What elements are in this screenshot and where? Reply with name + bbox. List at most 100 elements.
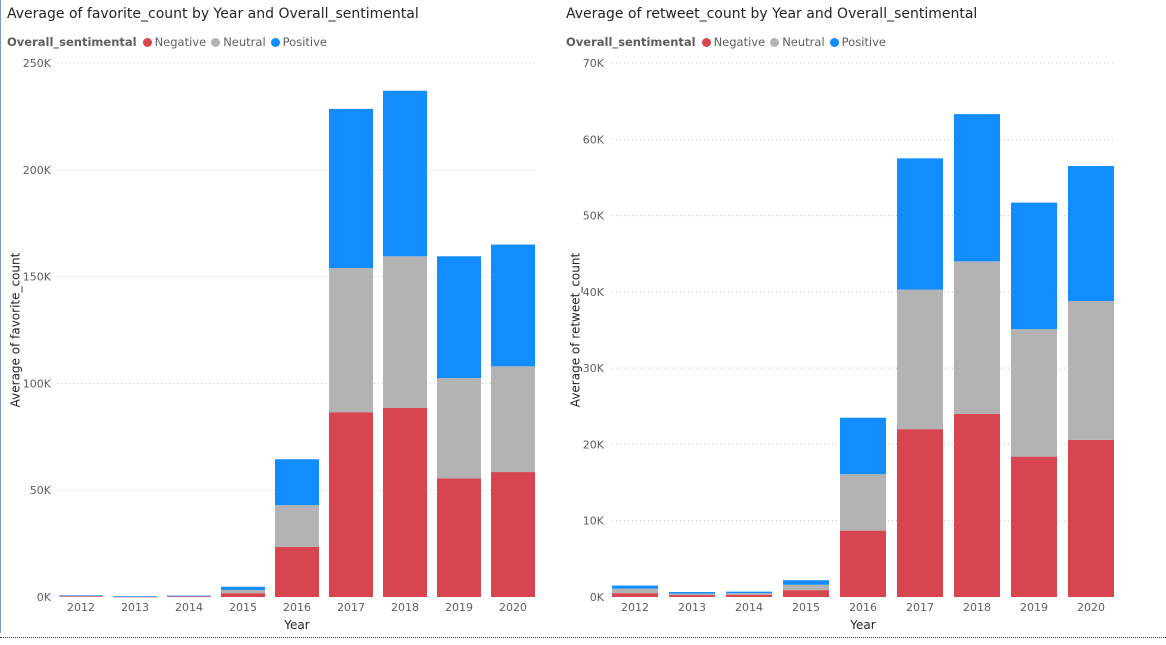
legend-item-positive[interactable]: Positive [829, 35, 886, 49]
y-tick-label: 0K [37, 591, 52, 604]
y-tick-label: 0K [590, 591, 605, 604]
bar-positive[interactable] [726, 591, 772, 594]
bar-negative[interactable] [612, 593, 658, 597]
neutral-dot-icon [770, 37, 780, 47]
bar-neutral[interactable] [669, 593, 715, 596]
bar-negative[interactable] [840, 530, 886, 597]
legend-item-negative[interactable]: Negative [701, 35, 766, 49]
bar-neutral[interactable] [167, 595, 211, 597]
bar-positive[interactable] [329, 108, 373, 269]
bar-positive[interactable] [612, 585, 658, 589]
bar-negative[interactable] [491, 472, 535, 597]
bar-positive[interactable] [783, 580, 829, 585]
legend-title: Overall_sentimental [566, 35, 696, 49]
x-tick-label: 2020 [499, 601, 527, 614]
x-tick-label: 2016 [849, 601, 877, 614]
bar-positive[interactable] [275, 459, 319, 506]
bar-positive[interactable] [59, 595, 103, 596]
y-tick-label: 50K [583, 210, 605, 223]
bar-neutral[interactable] [840, 474, 886, 531]
legend-label: Neutral [223, 35, 266, 49]
bar-neutral[interactable] [1068, 301, 1114, 440]
retweet-count-chart-panel[interactable]: Average of retweet_count by Year and Ove… [560, 0, 1164, 636]
bar-positive[interactable] [840, 417, 886, 475]
chart-title: Average of favorite_count by Year and Ov… [7, 6, 419, 22]
bar-neutral[interactable] [59, 595, 103, 597]
legend-label: Negative [713, 35, 766, 49]
bar-positive[interactable] [954, 114, 1000, 262]
bar-positive[interactable] [669, 592, 715, 594]
bar-negative[interactable] [113, 596, 157, 598]
bar-neutral[interactable] [329, 268, 373, 413]
bar-negative[interactable] [221, 593, 265, 597]
bar-positive[interactable] [897, 158, 943, 290]
bar-neutral[interactable] [383, 256, 427, 408]
x-tick-label: 2017 [337, 601, 365, 614]
legend-title: Overall_sentimental [7, 35, 137, 49]
bar-neutral[interactable] [783, 584, 829, 591]
legend-item-neutral[interactable]: Neutral [211, 35, 266, 49]
bar-neutral[interactable] [897, 289, 943, 430]
x-tick-label: 2019 [1020, 601, 1048, 614]
bar-negative[interactable] [275, 546, 319, 597]
legend-label: Positive [841, 35, 886, 49]
bar-negative[interactable] [783, 590, 829, 597]
chart-legend: Overall_sentimental Negative Neutral Pos… [7, 35, 332, 49]
bar-neutral[interactable] [491, 366, 535, 473]
bar-positive[interactable] [383, 90, 427, 257]
x-tick-label: 2019 [445, 601, 473, 614]
legend-label: Negative [154, 35, 207, 49]
page-bottom-border [0, 637, 1166, 638]
legend-item-positive[interactable]: Positive [270, 35, 327, 49]
bar-negative[interactable] [669, 595, 715, 597]
x-tick-label: 2014 [175, 601, 203, 614]
bar-neutral[interactable] [954, 261, 1000, 414]
positive-dot-icon [270, 37, 280, 47]
x-tick-label: 2018 [963, 601, 991, 614]
legend-item-negative[interactable]: Negative [142, 35, 207, 49]
bar-negative[interactable] [897, 429, 943, 597]
y-tick-label: 150K [23, 271, 52, 284]
x-tick-label: 2014 [735, 601, 763, 614]
bar-neutral[interactable] [437, 378, 481, 479]
y-tick-label: 70K [583, 57, 605, 70]
bar-positive[interactable] [221, 586, 265, 590]
bar-neutral[interactable] [1011, 329, 1057, 457]
bar-negative[interactable] [954, 413, 1000, 597]
bar-negative[interactable] [59, 596, 103, 597]
x-tick-label: 2015 [229, 601, 257, 614]
legend-label: Positive [282, 35, 327, 49]
bar-negative[interactable] [1011, 456, 1057, 597]
bar-neutral[interactable] [726, 593, 772, 595]
retweet-count-plot: 0K 10K 20K 30K 40K 50K 60K 70K 2012 2013 2014 2015 2… [569, 57, 1114, 632]
bar-negative[interactable] [1068, 439, 1114, 597]
x-tick-label: 2016 [283, 601, 311, 614]
legend-label: Neutral [782, 35, 825, 49]
bar-neutral[interactable] [275, 505, 319, 547]
bar-negative[interactable] [726, 594, 772, 597]
bar-neutral[interactable] [221, 589, 265, 594]
bar-negative[interactable] [437, 478, 481, 597]
chart-title: Average of retweet_count by Year and Ove… [566, 6, 978, 22]
bar-positive[interactable] [113, 596, 157, 597]
bar-positive[interactable] [437, 256, 481, 379]
y-axis-title: Average of retweet_count [569, 253, 583, 408]
legend-item-neutral[interactable]: Neutral [770, 35, 825, 49]
bar-positive[interactable] [491, 244, 535, 367]
bar-negative[interactable] [329, 412, 373, 597]
favorite-count-chart-panel[interactable]: Average of favorite_count by Year and Ov… [1, 0, 558, 636]
y-tick-label: 100K [23, 377, 52, 390]
y-tick-label: 40K [583, 286, 605, 299]
bar-negative[interactable] [383, 407, 427, 597]
chart-legend: Overall_sentimental Negative Neutral Pos… [566, 35, 891, 49]
negative-dot-icon [701, 37, 711, 47]
bar-positive[interactable] [1068, 165, 1114, 302]
positive-dot-icon [829, 37, 839, 47]
y-tick-label: 20K [583, 438, 605, 451]
bar-positive[interactable] [1011, 202, 1057, 330]
y-tick-label: 200K [23, 164, 52, 177]
bar-positive[interactable] [167, 595, 211, 597]
x-tick-label: 2018 [391, 601, 419, 614]
bar-negative[interactable] [167, 596, 211, 598]
bar-neutral[interactable] [612, 588, 658, 594]
